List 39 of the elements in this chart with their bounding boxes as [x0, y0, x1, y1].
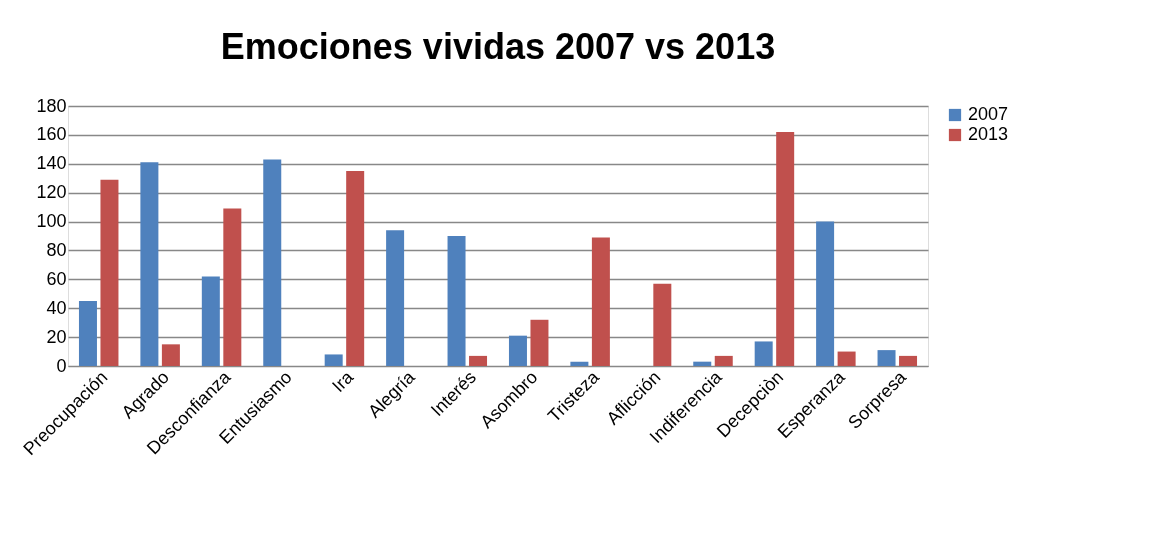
- bar: [693, 361, 712, 366]
- bar: [469, 355, 488, 366]
- bar: [324, 354, 343, 366]
- bar: [837, 351, 856, 366]
- bar: [877, 350, 896, 366]
- bar: [386, 230, 405, 366]
- bar: [223, 208, 242, 366]
- y-tick-label: 100: [36, 211, 67, 232]
- y-tick-label: 140: [36, 153, 67, 174]
- y-tick-label: 160: [36, 124, 67, 145]
- legend-label: 2013: [968, 124, 1009, 144]
- bar: [653, 283, 672, 366]
- bar: [263, 159, 282, 366]
- bar: [591, 237, 610, 366]
- y-tick-label: 180: [36, 95, 67, 116]
- bar: [714, 355, 733, 366]
- bar: [447, 236, 466, 366]
- bar: [201, 276, 220, 366]
- bar: [754, 341, 773, 366]
- bar: [161, 344, 180, 366]
- bar: [570, 361, 589, 366]
- legend-label: 2007: [968, 104, 1009, 124]
- chart-title: Emociones vividas 2007 vs 2013: [220, 26, 776, 67]
- bar: [508, 335, 527, 366]
- bar: [140, 162, 159, 366]
- y-tick-label: 120: [36, 182, 67, 203]
- bar: [346, 171, 365, 366]
- y-tick-label: 40: [46, 297, 67, 318]
- y-tick-label: 80: [46, 239, 67, 260]
- y-tick-label: 60: [46, 268, 67, 289]
- y-tick-label: 0: [56, 355, 67, 376]
- bar: [100, 179, 119, 366]
- bar: [816, 221, 835, 366]
- bar: [530, 319, 549, 366]
- x-tick-label: Ira: [328, 366, 358, 397]
- y-tick-label: 20: [46, 326, 67, 347]
- bar: [78, 301, 97, 366]
- bar: [899, 355, 918, 366]
- bar: [776, 132, 795, 366]
